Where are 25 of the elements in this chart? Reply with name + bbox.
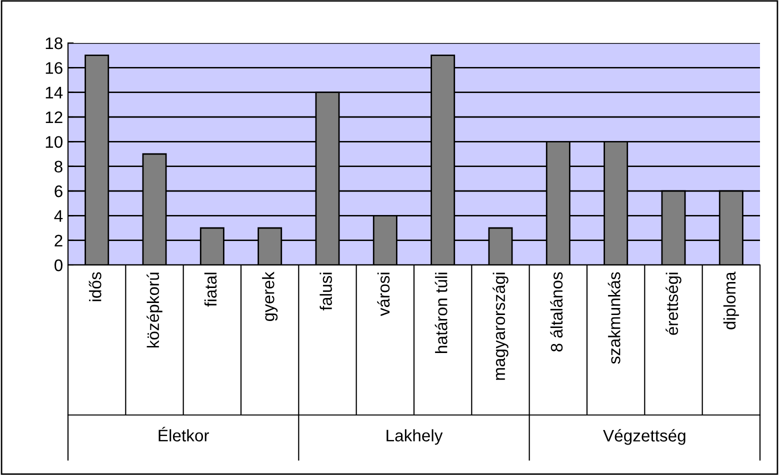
text: Lakhely bbox=[386, 429, 443, 445]
x-tick-label: magyarországi bbox=[492, 272, 508, 380]
y-tick-label: 2 bbox=[54, 234, 62, 246]
x-tick-label: gyerek bbox=[262, 272, 278, 321]
x-tick-label: határon túli bbox=[434, 272, 448, 353]
x-tick-label: városi bbox=[377, 272, 390, 316]
y-tick-label: 16 bbox=[46, 62, 62, 74]
x-tick-label: középkorú bbox=[146, 272, 162, 348]
x-tick-label: falusi bbox=[320, 272, 332, 310]
y-tick-label: 8 bbox=[54, 160, 62, 173]
y-tick-label: 4 bbox=[54, 210, 63, 222]
text: Végzettség bbox=[603, 429, 686, 445]
x-tick-label: idős bbox=[88, 272, 102, 302]
y-tick-label: 12 bbox=[46, 111, 62, 124]
y-tick-label: 18 bbox=[46, 37, 62, 50]
y-tick-label: 0 bbox=[54, 259, 62, 272]
x-tick-label: diploma bbox=[723, 272, 739, 330]
x-tick-label: 8 általános bbox=[550, 272, 563, 352]
x-tick-label: érettségi bbox=[666, 272, 682, 335]
x-tick-label: szakmunkás bbox=[608, 272, 620, 364]
y-tick-label: 6 bbox=[54, 185, 62, 198]
x-tick-label: fiatal bbox=[204, 272, 217, 307]
y-tick-label: 14 bbox=[46, 86, 63, 98]
y-tick-label: 10 bbox=[46, 136, 62, 148]
text: Életkor bbox=[158, 426, 209, 442]
